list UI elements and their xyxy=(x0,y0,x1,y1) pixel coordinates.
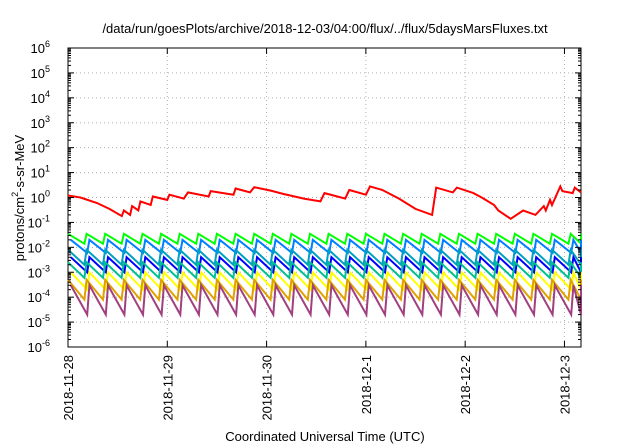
sawtooth-series-line xyxy=(67,247,582,268)
y-tick-label: 105 xyxy=(31,64,50,81)
y-tick-exponent: 5 xyxy=(45,64,50,74)
y-tick-label: 103 xyxy=(31,114,50,131)
y-tick-exponent: -6 xyxy=(42,338,50,348)
x-tick-label: 2018-12-3 xyxy=(557,355,572,414)
sawtooth-series-line xyxy=(70,236,582,257)
x-axis-ticks: 2018-11-28 2018-11-29 2018-11-30 2018-12-1 2… xyxy=(61,48,572,421)
chart-title: /data/run/goesPlots/archive/2018-12-03/0… xyxy=(102,21,548,36)
x-tick-label: 2018-11-30 xyxy=(260,355,275,421)
y-axis-label-base: protons/cm xyxy=(12,197,27,261)
y-tick-exponent: 1 xyxy=(45,164,50,174)
x-tick-label: 2018-12-2 xyxy=(458,355,473,414)
y-tick-label: 10-5 xyxy=(28,313,50,330)
y-tick-label: 104 xyxy=(31,89,50,106)
y-axis-label-rest: -s-sr-MeV xyxy=(12,134,27,191)
y-tick-label: 10-4 xyxy=(28,288,50,305)
sawtooth-series-line xyxy=(69,281,582,318)
y-tick-exponent: 3 xyxy=(45,114,50,124)
y-tick-exponent: -1 xyxy=(42,213,50,223)
plot-area: 10-610-510-410-310-210-11001011021031041… xyxy=(28,39,582,421)
sawtooth-series-line xyxy=(67,259,582,282)
y-tick-exponent: 6 xyxy=(45,39,50,49)
y-tick-exponent: -2 xyxy=(42,238,50,248)
x-tick-label: 2018-11-28 xyxy=(61,355,76,421)
red-series-line xyxy=(67,183,582,221)
y-axis-label-sup: 2 xyxy=(10,192,20,197)
y-tick-exponent: 4 xyxy=(45,89,50,99)
y-tick-label: 106 xyxy=(31,39,50,56)
y-tick-exponent: -5 xyxy=(42,313,50,323)
sawtooth-series-line xyxy=(70,268,582,292)
y-tick-exponent: 2 xyxy=(45,139,50,149)
y-tick-label: 10-1 xyxy=(28,213,50,230)
y-tick-label: 10-6 xyxy=(28,338,50,355)
x-tick-label: 2018-11-29 xyxy=(160,355,175,421)
y-axis-label: protons/cm2-s-sr-MeV xyxy=(10,134,27,261)
y-tick-label: 10-2 xyxy=(28,238,50,255)
y-tick-label: 102 xyxy=(31,139,50,156)
x-axis-label: Coordinated Universal Time (UTC) xyxy=(225,429,424,444)
y-tick-label: 10-3 xyxy=(28,263,50,280)
y-tick-label: 100 xyxy=(31,189,50,206)
y-tick-label: 101 xyxy=(31,164,50,181)
y-tick-exponent: -4 xyxy=(42,288,50,298)
sawtooth-series-line xyxy=(67,276,582,303)
sawtooth-series-line xyxy=(70,253,582,275)
sawtooth-series-line xyxy=(67,231,582,247)
series-group xyxy=(67,183,582,318)
x-tick-label: 2018-12-1 xyxy=(359,355,374,414)
y-tick-exponent: 0 xyxy=(45,189,50,199)
y-tick-exponent: -3 xyxy=(42,263,50,273)
